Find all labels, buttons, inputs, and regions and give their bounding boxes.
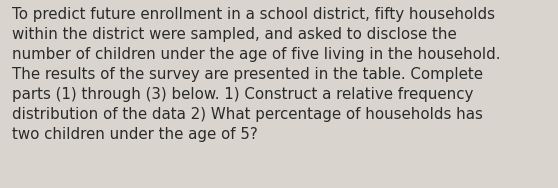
- Text: To predict future enrollment in a school district, fifty households
within the d: To predict future enrollment in a school…: [12, 7, 501, 142]
